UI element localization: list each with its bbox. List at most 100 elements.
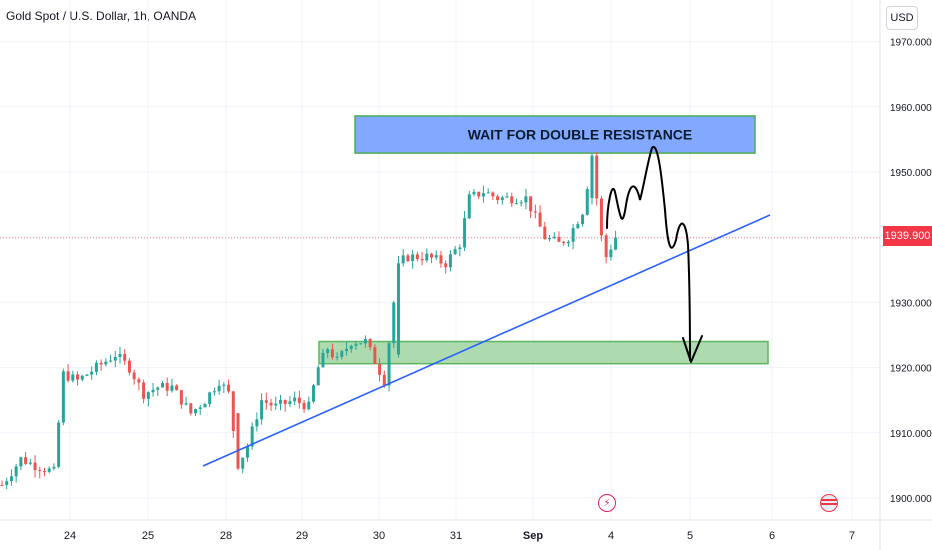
candle-body <box>113 356 117 361</box>
candle-body <box>444 263 448 268</box>
candle-body <box>604 235 608 258</box>
candle-body <box>519 202 523 204</box>
candle-body <box>288 401 292 405</box>
candle-body <box>590 155 594 199</box>
candlesticks <box>0 151 618 490</box>
candle-body <box>47 468 51 472</box>
candle-body <box>448 254 452 268</box>
x-tick-label: 24 <box>64 530 76 542</box>
candle-body <box>42 470 46 472</box>
resistance-zone <box>354 115 756 154</box>
candle-body <box>165 383 169 391</box>
grid <box>0 0 880 520</box>
candle-body <box>71 374 75 381</box>
candle-body <box>396 263 400 355</box>
candle-body <box>392 302 396 344</box>
candle-body <box>24 457 28 464</box>
candle-body <box>354 344 358 346</box>
x-tick-label: 30 <box>373 530 385 542</box>
x-tick-label: 25 <box>142 530 154 542</box>
candle-body <box>368 339 372 348</box>
x-tick-label: 29 <box>296 530 308 542</box>
candle-body <box>160 383 164 388</box>
candle-body <box>14 466 18 477</box>
candle-body <box>363 339 367 344</box>
candle-body <box>439 255 443 264</box>
projection-arrowhead <box>682 335 703 363</box>
currency-button[interactable]: USD <box>886 6 918 30</box>
candle-body <box>250 426 254 447</box>
candle-body <box>278 399 282 404</box>
candle-body <box>90 371 94 375</box>
y-tick-label: 1960.000 <box>890 103 932 114</box>
candle-body <box>151 389 155 393</box>
candle-body <box>548 238 552 240</box>
x-tick-label: 5 <box>687 530 693 542</box>
candle-body <box>184 403 188 405</box>
candle-body <box>52 466 56 469</box>
candle-body <box>231 391 235 432</box>
candle-body <box>496 196 500 201</box>
candle-body <box>500 197 504 201</box>
candle-body <box>467 194 471 219</box>
candle-body <box>175 385 179 391</box>
candle-body <box>123 354 127 361</box>
candle-body <box>142 382 146 399</box>
y-tick-label: 1930.000 <box>890 298 932 309</box>
candle-body <box>514 203 518 205</box>
candle-body <box>146 392 150 399</box>
candle-body <box>57 422 61 467</box>
candle-body <box>486 192 490 194</box>
y-tick-label: 1970.000 <box>890 38 932 49</box>
candle-body <box>481 193 485 197</box>
candle-body <box>217 385 221 392</box>
candle-body <box>19 457 23 467</box>
candle-body <box>557 236 561 242</box>
candle-body <box>137 379 141 383</box>
candle-body <box>411 254 415 262</box>
candle-body <box>543 226 547 240</box>
x-tick-label: 7 <box>849 530 855 542</box>
candle-body <box>477 191 481 197</box>
us-flag-event-icon[interactable] <box>820 494 838 512</box>
candle-body <box>335 356 339 358</box>
candle-body <box>170 385 174 391</box>
candle-body <box>269 402 273 406</box>
candle-body <box>326 349 330 354</box>
candle-body <box>127 360 131 373</box>
candle-body <box>264 400 268 403</box>
candle-body <box>378 363 382 375</box>
candle-body <box>566 241 570 244</box>
candle-body <box>510 196 514 204</box>
candle-body <box>330 349 334 358</box>
candle-body <box>104 361 108 365</box>
x-tick-label: 4 <box>608 530 614 542</box>
x-tick-label: 31 <box>450 530 462 542</box>
candle-body <box>274 403 278 406</box>
candle-body <box>420 259 424 261</box>
candle-body <box>297 397 301 403</box>
candle-body <box>505 196 509 198</box>
candle-body <box>283 399 287 405</box>
candle-body <box>576 224 580 229</box>
candle-body <box>609 249 613 258</box>
candle-body <box>260 400 264 420</box>
candle-body <box>222 384 226 386</box>
candle-body <box>241 457 245 469</box>
candle-body <box>227 384 231 392</box>
candle-body <box>33 462 37 471</box>
y-tick-label: 1950.000 <box>890 168 932 179</box>
candle-body <box>179 390 183 405</box>
candle-body <box>109 360 113 362</box>
candle-body <box>0 484 4 486</box>
candle-body <box>529 196 533 212</box>
candle-body <box>614 237 618 250</box>
candle-body <box>9 476 13 482</box>
candle-body <box>599 198 603 236</box>
candle-body <box>349 345 353 349</box>
candle-body <box>571 228 575 242</box>
candle-body <box>316 367 320 386</box>
x-tick-label: 28 <box>220 530 232 542</box>
lightning-event-icon[interactable]: ⚡ <box>598 494 616 512</box>
